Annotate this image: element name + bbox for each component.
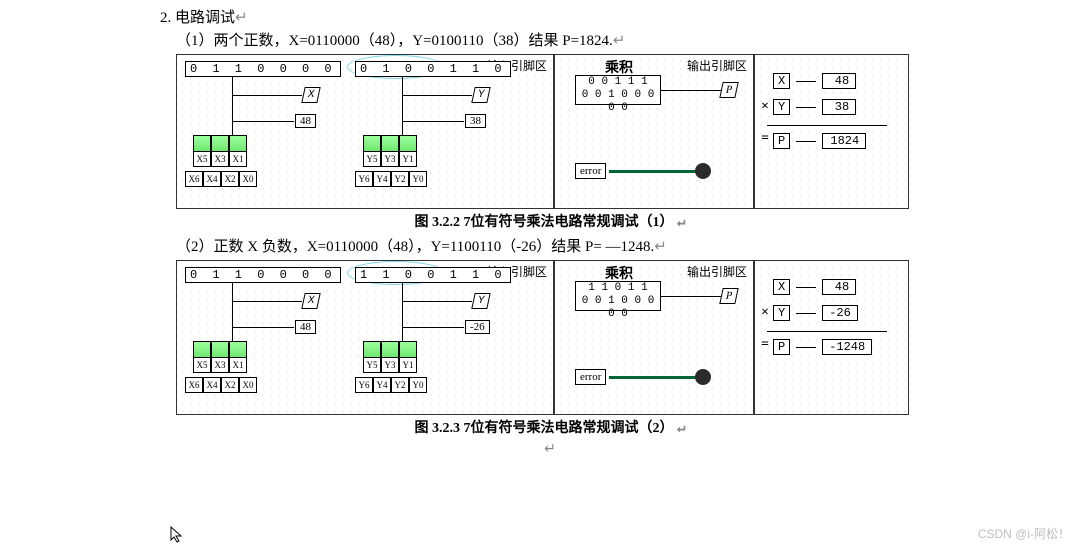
case2-desc-text: （2）正数 X 负数，X=0110000（48），Y=1100110（-26）结… xyxy=(176,239,654,255)
y-bits: 1 1 0 0 1 1 0 xyxy=(355,267,511,283)
product-top: 1 1 0 1 1 xyxy=(576,282,660,295)
output-panel-1: 乘积 输出引脚区 0 0 1 1 1 0 0 1 0 0 0 0 0 P err… xyxy=(554,54,754,209)
res-y-val: 38 xyxy=(822,99,856,115)
x-bits: 0 1 1 0 0 0 0 xyxy=(185,267,341,283)
multiply-icon: × xyxy=(761,99,769,115)
input-panel-1: 输入引脚区 0 1 1 0 0 0 0 X 48 X5 X3 X1 X6 X4 … xyxy=(176,54,554,209)
section-heading: 2. 电路调试↵ xyxy=(160,6,1092,27)
p-pin: P xyxy=(719,288,738,304)
error-led xyxy=(695,163,711,179)
bit: X5 xyxy=(193,151,211,167)
res-y-val: -26 xyxy=(822,305,858,321)
bit: Y4 xyxy=(373,171,391,187)
error-label: error xyxy=(575,163,606,179)
heading-text: 2. 电路调试 xyxy=(160,10,235,26)
product-bits: 0 0 1 1 1 0 0 1 0 0 0 0 0 xyxy=(575,75,661,105)
error-led xyxy=(695,369,711,385)
res-p-val: -1248 xyxy=(822,339,872,355)
watermark: CSDN @i-阿松！ xyxy=(978,525,1070,542)
bit: X3 xyxy=(211,151,229,167)
case1-desc: （1）两个正数，X=0110000（48），Y=0100110（38）结果 P=… xyxy=(176,29,1092,50)
result-panel-1: X 48 × Y 38 = P 1824 xyxy=(754,54,909,209)
p-pin: P xyxy=(719,82,738,98)
equals-icon: = xyxy=(761,337,769,353)
bit: X6 xyxy=(185,171,203,187)
y-bits: 0 1 0 0 1 1 0 xyxy=(355,61,511,77)
product-top: 0 0 1 1 1 xyxy=(576,76,660,89)
res-p-val: 1824 xyxy=(822,133,866,149)
res-x-row: X 48 xyxy=(773,73,856,89)
product-bot: 0 0 1 0 0 0 0 0 xyxy=(576,89,660,115)
x-pin: X xyxy=(301,87,320,103)
equals-line xyxy=(767,125,887,126)
product-label: 乘积 xyxy=(605,57,633,77)
error-wire xyxy=(609,170,699,173)
cursor-icon xyxy=(170,526,188,544)
res-y-var: Y xyxy=(773,99,790,115)
res-x-var: X xyxy=(773,73,790,89)
product-label: 乘积 xyxy=(605,263,633,283)
input-panel-2: 输入引脚区 0 1 1 0 0 0 0 X 48 X5 X3 X1 X6 X4 … xyxy=(176,260,554,415)
res-x-val: 48 xyxy=(822,73,856,89)
caption-1: 图 3.2.2 7位有符号乘法电路常规调试（1） ↵ xyxy=(176,211,924,231)
y-value: 38 xyxy=(465,114,486,128)
bit: X2 xyxy=(221,171,239,187)
y-pin: Y xyxy=(471,293,490,309)
x-bits: 0 1 1 0 0 0 0 xyxy=(185,61,341,77)
trailing-return: ↵ xyxy=(176,441,924,458)
return-icon: ↵ xyxy=(235,10,248,27)
product-bot: 0 0 1 0 0 0 0 0 xyxy=(576,295,660,321)
page: 2. 电路调试↵ （1）两个正数，X=0110000（48），Y=0100110… xyxy=(0,0,1092,458)
res-x-val: 48 xyxy=(822,279,856,295)
result-panel-2: X48 × Y-26 = P-1248 xyxy=(754,260,909,415)
equals-icon: = xyxy=(761,131,769,147)
x-bit-cells: X5 X3 X1 X6 X4 X2 X0 xyxy=(185,135,295,173)
output-panel-title: 输出引脚区 xyxy=(687,263,747,280)
caption-2: 图 3.2.3 7位有符号乘法电路常规调试（2） ↵ xyxy=(176,417,924,437)
x-value: 48 xyxy=(295,320,316,334)
bit: Y2 xyxy=(391,171,409,187)
y-bit-cells: Y5 Y3 Y1 Y6 Y4 Y2 Y0 xyxy=(355,135,465,173)
output-panel-title: 输出引脚区 xyxy=(687,57,747,74)
bit: Y6 xyxy=(355,171,373,187)
bit: Y3 xyxy=(381,151,399,167)
bit: X4 xyxy=(203,171,221,187)
bit: X1 xyxy=(229,151,247,167)
diagram-1: 输入引脚区 0 1 1 0 0 0 0 X 48 X5 X3 X1 X6 X4 … xyxy=(176,54,1092,209)
y-value: -26 xyxy=(465,320,490,334)
error-label: error xyxy=(575,369,606,385)
res-p-var: P xyxy=(773,133,790,149)
case1-desc-text: （1）两个正数，X=0110000（48），Y=0100110（38）结果 P=… xyxy=(176,33,613,49)
caption-1-text: 图 3.2.2 7位有符号乘法电路常规调试（1） xyxy=(415,215,674,230)
bit: Y1 xyxy=(399,151,417,167)
caption-2-text: 图 3.2.3 7位有符号乘法电路常规调试（2） xyxy=(415,421,674,436)
y-pin: Y xyxy=(471,87,490,103)
multiply-icon: × xyxy=(761,305,769,321)
bit: Y5 xyxy=(363,151,381,167)
x-pin: X xyxy=(301,293,320,309)
res-p-row: P 1824 xyxy=(773,133,866,149)
output-panel-2: 乘积 输出引脚区 1 1 0 1 1 0 0 1 0 0 0 0 0 P err… xyxy=(554,260,754,415)
x-value: 48 xyxy=(295,114,316,128)
res-y-row: Y 38 xyxy=(773,99,856,115)
bit: Y0 xyxy=(409,171,427,187)
diagram-2: 输入引脚区 0 1 1 0 0 0 0 X 48 X5 X3 X1 X6 X4 … xyxy=(176,260,1092,415)
case2-desc: （2）正数 X 负数，X=0110000（48），Y=1100110（-26）结… xyxy=(176,235,1092,256)
bit: X0 xyxy=(239,171,257,187)
